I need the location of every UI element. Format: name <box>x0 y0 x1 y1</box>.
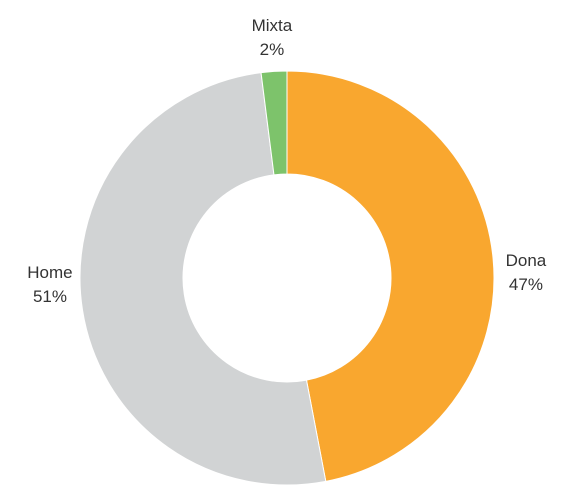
slice-label: Home <box>27 263 72 282</box>
slice-value-label: 47% <box>509 275 543 294</box>
slice-label: Mixta <box>252 16 293 35</box>
slice-value-label: 51% <box>33 287 67 306</box>
slice <box>260 70 288 176</box>
slice-value-label: 2% <box>260 40 285 59</box>
slice <box>79 72 327 486</box>
slice-label: Dona <box>506 251 547 270</box>
slice <box>286 70 495 482</box>
